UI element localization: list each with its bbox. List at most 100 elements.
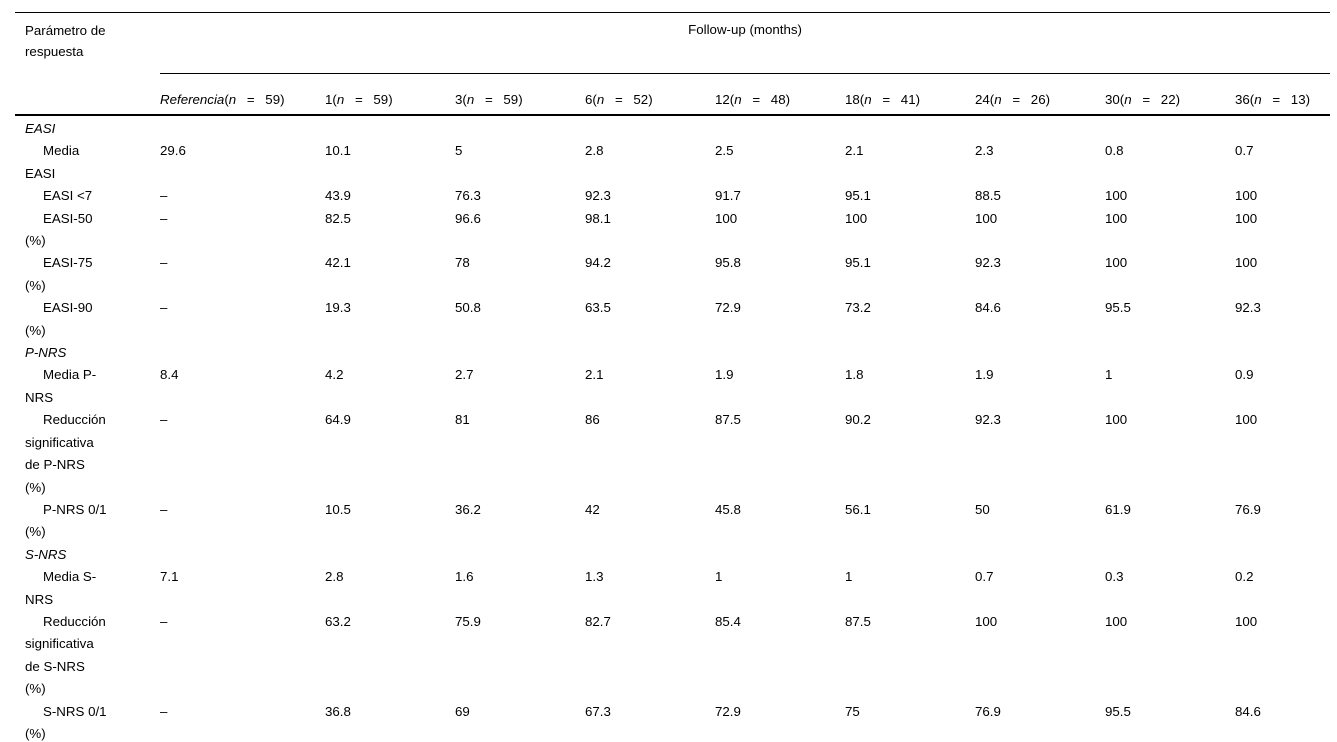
value-cell: 100 xyxy=(715,210,738,226)
value-cell: 8.4 xyxy=(160,367,179,383)
data-row: EASI-75 (%) – 42.1 78 94.2 95.8 95.1 92.3 100 100 xyxy=(15,252,1330,297)
value-cell: 72.9 xyxy=(715,300,741,316)
value-cell: 64.9 xyxy=(325,412,351,428)
value-cell: 100 xyxy=(1105,188,1128,204)
value-cell: 67.3 xyxy=(585,703,611,719)
value-cell: 0.3 xyxy=(1105,569,1124,585)
section-filler xyxy=(160,342,1330,364)
value-cell: 96.6 xyxy=(455,210,481,226)
value-cell: – xyxy=(160,300,168,316)
value-cell: 92.3 xyxy=(1235,300,1261,316)
row-label: P-NRS 0/1 (%) xyxy=(25,501,107,540)
value-cell: 2.5 xyxy=(715,143,734,159)
column-header: 36(n = 13) xyxy=(1235,73,1331,116)
corner-header-label: Parámetro de respuesta xyxy=(25,23,106,59)
column-header: 6(n = 52) xyxy=(585,73,715,116)
value-cell: 88.5 xyxy=(975,188,1001,204)
value-cell: – xyxy=(160,703,168,719)
column-header: 24(n = 26) xyxy=(975,73,1105,116)
value-cell: – xyxy=(160,412,168,428)
value-cell: 2.8 xyxy=(325,569,344,585)
value-cell: 100 xyxy=(1105,210,1128,226)
value-cell: 100 xyxy=(975,613,998,629)
row-label: Reducción significativa de P-NRS (%) xyxy=(25,412,106,495)
data-row: EASI-90 (%) – 19.3 50.8 63.5 72.9 73.2 84.6 95.5… xyxy=(15,297,1330,342)
value-cell: 100 xyxy=(1105,255,1128,271)
value-cell: 100 xyxy=(1235,188,1258,204)
value-cell: 36.8 xyxy=(325,703,351,719)
value-cell: 10.1 xyxy=(325,143,351,159)
value-cell: 2.3 xyxy=(975,143,994,159)
value-cell: 95.8 xyxy=(715,255,741,271)
value-cell: 78 xyxy=(455,255,470,271)
value-cell: 56.1 xyxy=(845,501,871,517)
section-filler xyxy=(160,115,1330,140)
row-label: EASI <7 xyxy=(43,188,93,204)
value-cell: 2.7 xyxy=(455,367,474,383)
section-title: P-NRS xyxy=(25,345,67,361)
value-cell: 92.3 xyxy=(975,255,1001,271)
subheader-row: Referencia(n = 59) 1(n = 59) 3(n = 59) 6(n … xyxy=(15,73,1331,116)
value-cell: 19.3 xyxy=(325,300,351,316)
value-cell: 0.9 xyxy=(1235,367,1254,383)
value-cell: 100 xyxy=(1235,613,1258,629)
section-title: EASI xyxy=(25,121,56,136)
value-cell: 61.9 xyxy=(1105,501,1131,517)
column-header: 12(n = 48) xyxy=(715,73,845,116)
data-row: Media S-NRS 7.1 2.8 1.6 1.3 1 1 0.7 0.3 0.2 xyxy=(15,566,1330,611)
value-cell: 76.3 xyxy=(455,188,481,204)
value-cell: 0.7 xyxy=(975,569,994,585)
value-cell: 73.2 xyxy=(845,300,871,316)
value-cell: 1.9 xyxy=(715,367,734,383)
value-cell: 2.1 xyxy=(585,367,604,383)
value-cell: 100 xyxy=(1235,255,1258,271)
data-row: P-NRS 0/1 (%) – 10.5 36.2 42 45.8 56.1 50 61.9 76… xyxy=(15,499,1330,544)
value-cell: 1 xyxy=(845,569,853,585)
data-row: S-NRS 0/1 (%) – 36.8 69 67.3 72.9 75 76.9 95.5 84… xyxy=(15,701,1330,742)
group-header: Follow-up (months) xyxy=(160,12,1331,74)
value-cell: 90.2 xyxy=(845,412,871,428)
group-header-row: Parámetro de respuesta Follow-up (months… xyxy=(15,12,1331,116)
value-cell: 75 xyxy=(845,703,860,719)
value-cell: 95.1 xyxy=(845,188,871,204)
value-cell: 29.6 xyxy=(160,143,186,159)
value-cell: 84.6 xyxy=(1235,703,1261,719)
section-filler xyxy=(160,544,1330,566)
column-header: 30(n = 22) xyxy=(1105,73,1235,116)
value-cell: 100 xyxy=(1105,412,1128,428)
value-cell: 0.7 xyxy=(1235,143,1254,159)
value-cell: 87.5 xyxy=(715,412,741,428)
section-row: P-NRS xyxy=(15,342,1330,364)
value-cell: 1 xyxy=(715,569,723,585)
row-label: EASI-50 (%) xyxy=(25,210,93,249)
value-cell: 95.1 xyxy=(845,255,871,271)
value-cell: 2.1 xyxy=(845,143,864,159)
row-label: Reducción significativa de S-NRS (%) xyxy=(25,613,106,697)
value-cell: 2.8 xyxy=(585,143,604,159)
value-cell: 100 xyxy=(1235,210,1258,226)
section-row: S-NRS xyxy=(15,544,1330,566)
value-cell: – xyxy=(160,188,168,204)
section-row: EASI xyxy=(15,115,1330,140)
value-cell: 91.7 xyxy=(715,188,741,204)
value-cell: 4.2 xyxy=(325,367,344,383)
value-cell: 63.2 xyxy=(325,613,351,629)
value-cell: 5 xyxy=(455,143,463,159)
value-cell: 100 xyxy=(1235,412,1258,428)
value-cell: 1 xyxy=(1105,367,1113,383)
value-cell: 92.3 xyxy=(975,412,1001,428)
row-label: S-NRS 0/1 (%) xyxy=(25,703,107,741)
value-cell: 87.5 xyxy=(845,613,871,629)
row-label: Media P-NRS xyxy=(25,367,97,405)
value-cell: 7.1 xyxy=(160,569,179,585)
value-cell: 1.8 xyxy=(845,367,864,383)
value-cell: 92.3 xyxy=(585,188,611,204)
value-cell: 42.1 xyxy=(325,255,351,271)
corner-header: Parámetro de respuesta xyxy=(15,12,160,116)
value-cell: 85.4 xyxy=(715,613,741,629)
value-cell: 0.8 xyxy=(1105,143,1124,159)
row-label: Media EASI xyxy=(25,143,80,181)
value-cell: 45.8 xyxy=(715,501,741,517)
value-cell: – xyxy=(160,501,168,517)
